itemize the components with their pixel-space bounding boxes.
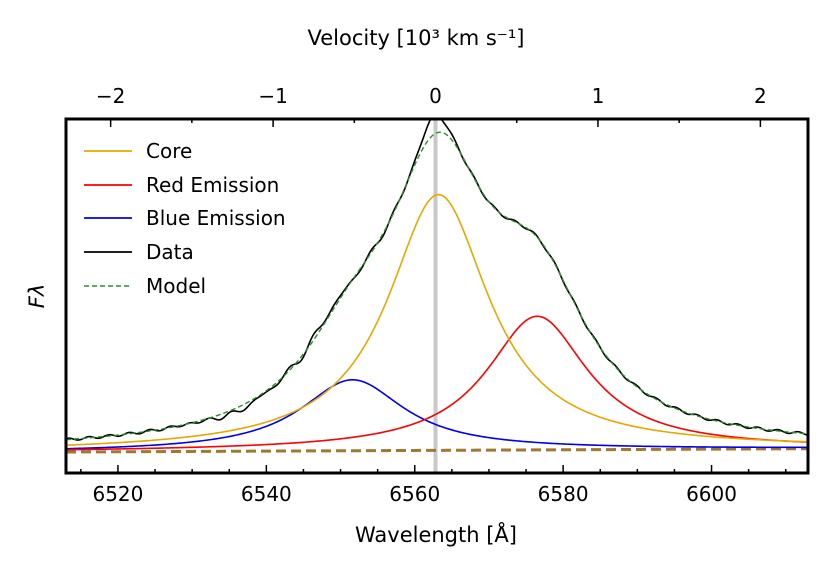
legend-item-blue-emission: Blue Emission — [84, 206, 286, 230]
legend-label-data: Data — [146, 240, 194, 264]
legend-label-core: Core — [146, 139, 192, 163]
top-tick-label: 0 — [429, 84, 442, 108]
series-blue-emission — [66, 378, 808, 450]
legend: Core Red Emission Blue Emission Data Mod… — [84, 139, 286, 298]
legend-item-red-emission: Red Emission — [84, 173, 279, 197]
series-core — [66, 193, 808, 446]
legend-label-blue-emission: Blue Emission — [146, 206, 286, 230]
baseline-line — [66, 447, 808, 454]
legend-item-model: Model — [84, 274, 206, 298]
x-tick-label: 6560 — [389, 482, 440, 506]
x-tick-label: 6540 — [241, 482, 292, 506]
series-model — [66, 131, 808, 441]
top-tick-label: −1 — [258, 84, 287, 108]
legend-item-core: Core — [84, 139, 192, 163]
top-tick-label: 2 — [754, 84, 767, 108]
bottom-axis-title: Wavelength [Å] — [355, 521, 517, 547]
plot-frame — [64, 117, 810, 475]
legend-item-data: Data — [84, 240, 194, 264]
series-red-emission — [66, 315, 808, 451]
legend-label-red-emission: Red Emission — [146, 173, 279, 197]
top-tick-label: −2 — [96, 84, 125, 108]
x-tick-label: 6520 — [92, 482, 143, 506]
y-axis-title: Fλ — [25, 284, 49, 309]
plot-area — [66, 119, 808, 473]
x-tick-label: 6600 — [686, 482, 737, 506]
top-tick-label: 1 — [592, 84, 605, 108]
x-tick-label: 6580 — [538, 482, 589, 506]
legend-label-model: Model — [146, 274, 206, 298]
top-axis-title: Velocity [10³ km s⁻¹] — [308, 26, 525, 50]
